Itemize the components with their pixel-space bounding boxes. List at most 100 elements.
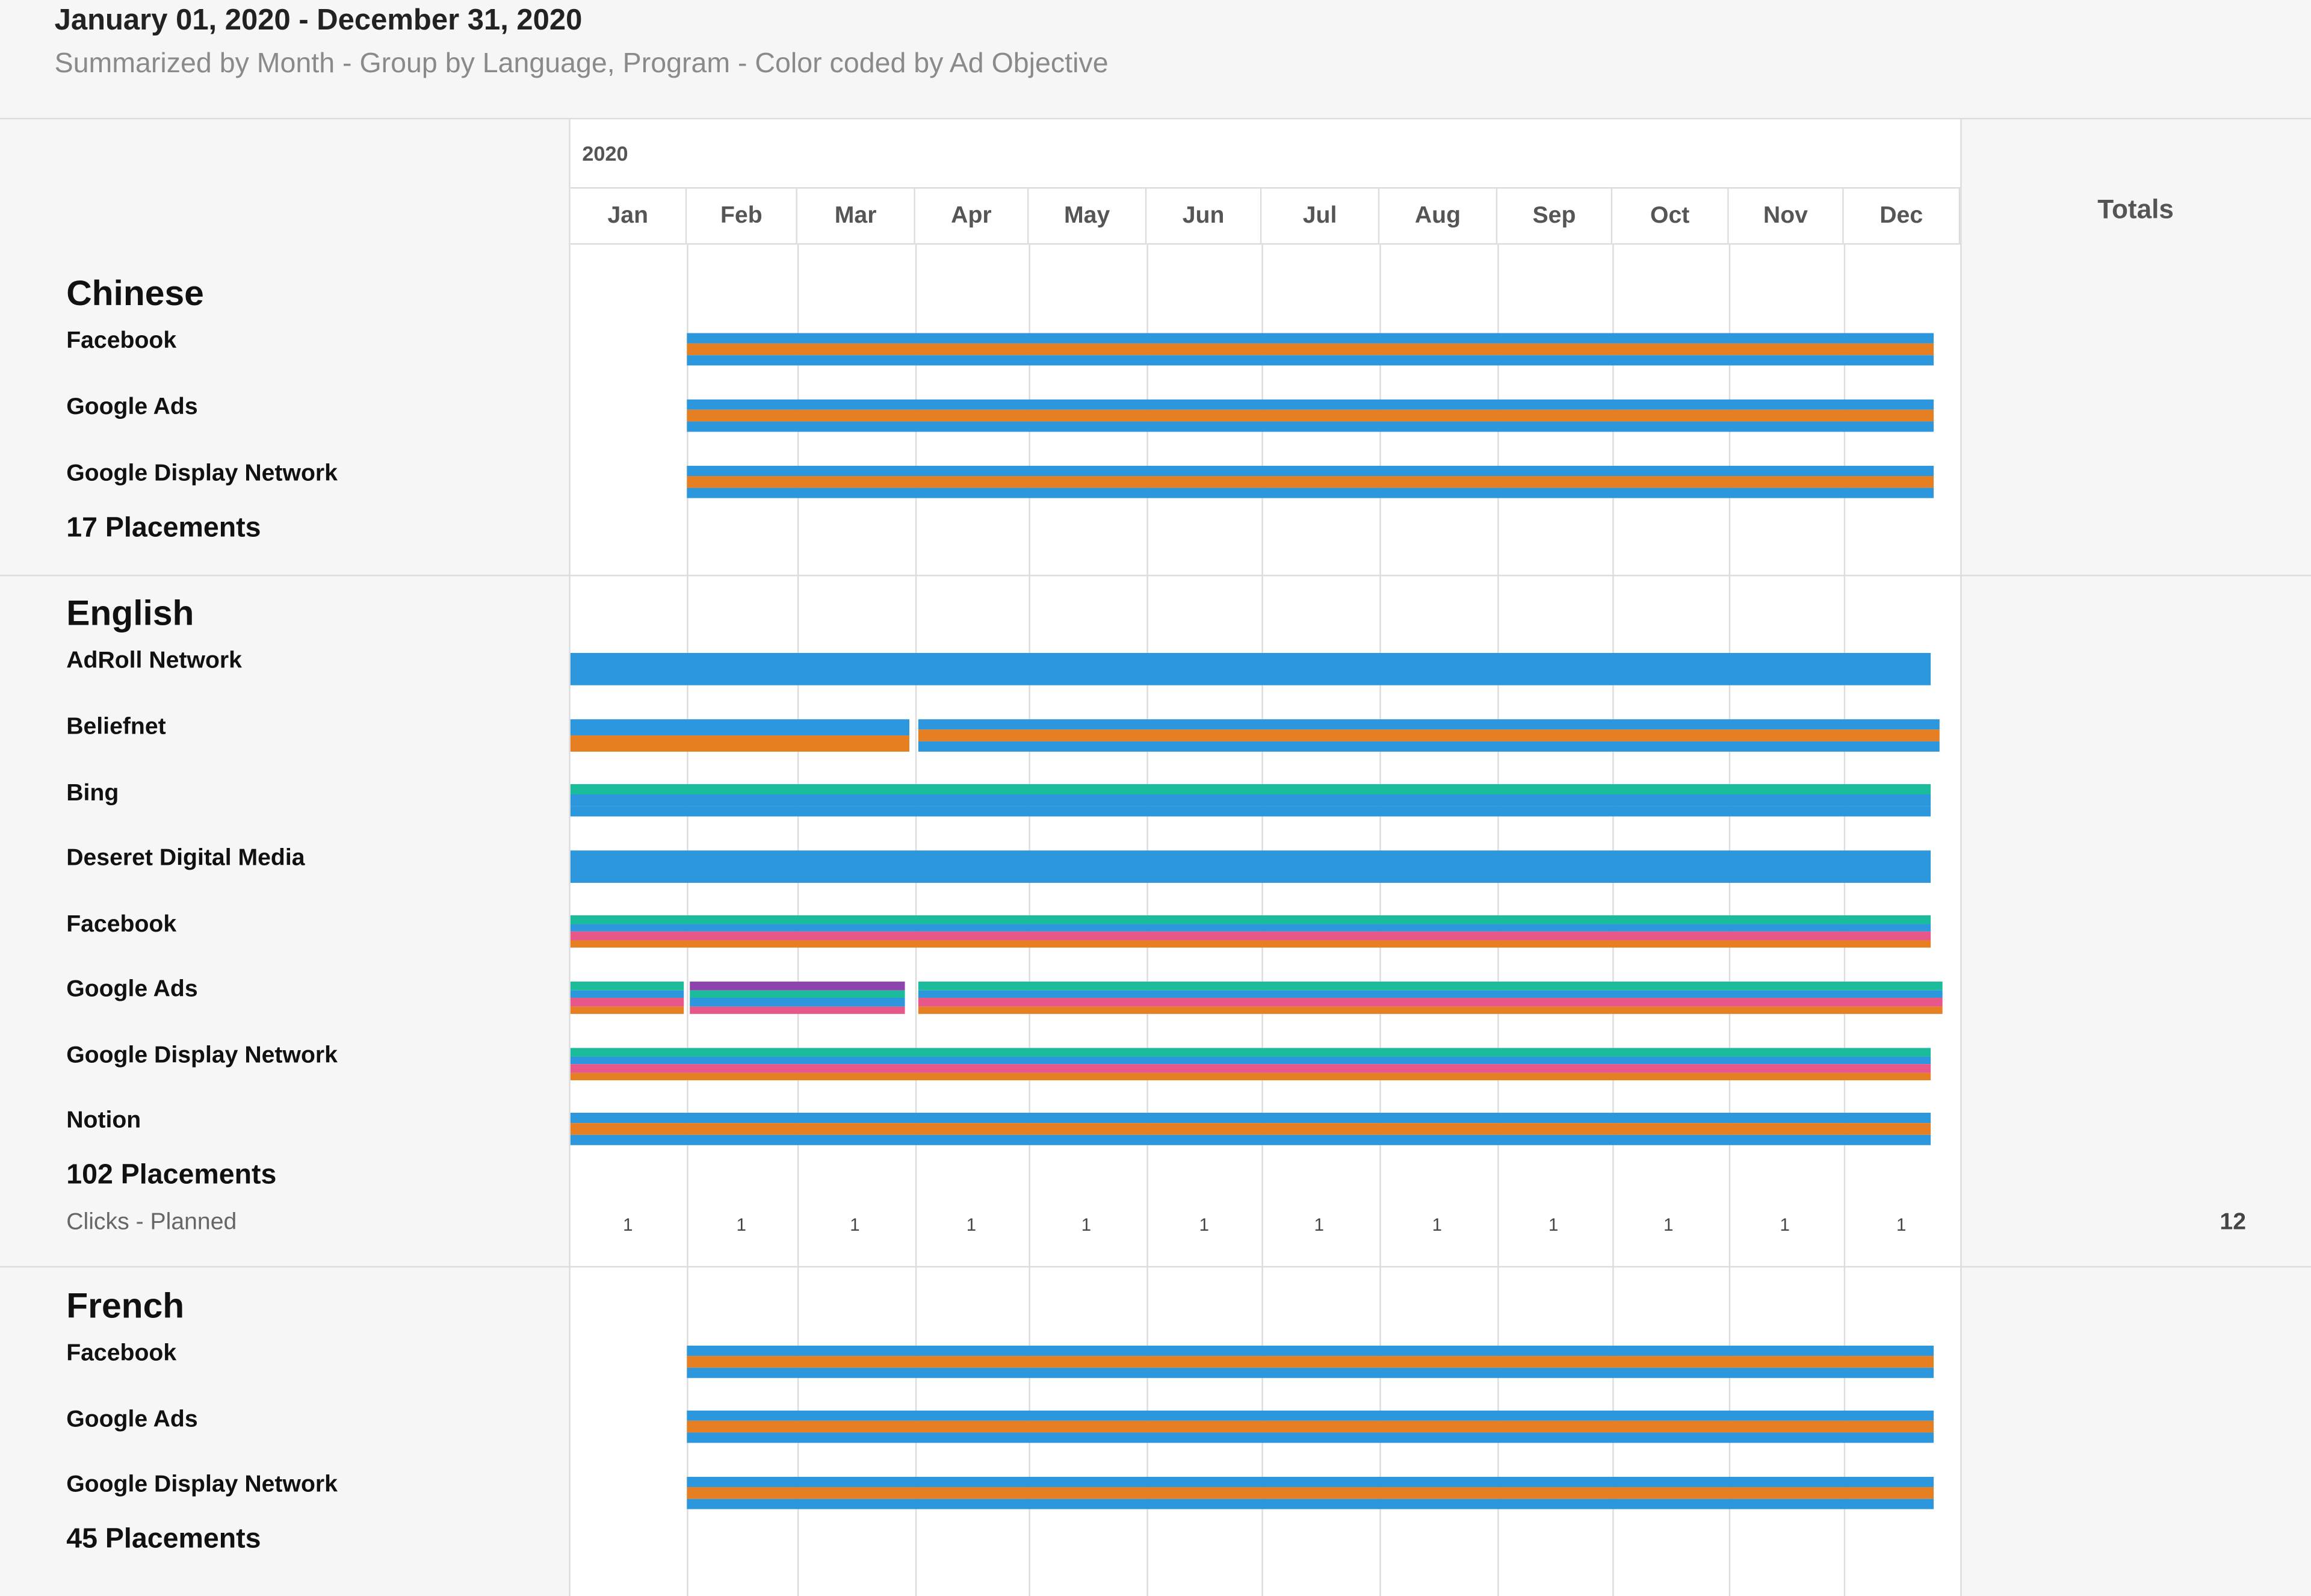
month-label: Jul bbox=[1302, 203, 1337, 229]
bar-stripe bbox=[570, 982, 685, 990]
bar-stripe bbox=[917, 997, 1943, 1006]
date-range-title: January 01, 2020 - December 31, 2020 bbox=[54, 4, 583, 37]
placements-count: 45 Placements bbox=[66, 1524, 261, 1555]
timeline-bar[interactable] bbox=[690, 982, 905, 1014]
bar-stripe bbox=[570, 794, 1931, 806]
bar-stripe bbox=[690, 982, 905, 990]
bar-stripe bbox=[570, 1112, 1931, 1124]
bar-stripe bbox=[917, 989, 1943, 998]
report-subtitle: Summarized by Month - Group by Language,… bbox=[54, 48, 1109, 80]
bar-stripe bbox=[570, 915, 1931, 924]
month-label: May bbox=[1064, 203, 1110, 229]
program-label[interactable]: Google Display Network bbox=[66, 1472, 338, 1498]
bar-stripe bbox=[917, 719, 1940, 731]
totals-header: Totals bbox=[2097, 194, 2174, 224]
bar-stripe bbox=[570, 1123, 1931, 1134]
metric-value: 1 bbox=[966, 1214, 977, 1236]
month-label: Feb bbox=[720, 203, 763, 229]
month-header-jul: Jul bbox=[1261, 188, 1380, 245]
timeline-bar[interactable] bbox=[570, 784, 1931, 817]
timeline-bar[interactable] bbox=[570, 719, 910, 752]
metric-value: 1 bbox=[850, 1214, 860, 1236]
month-label: Dec bbox=[1879, 203, 1923, 229]
month-label: Jun bbox=[1182, 203, 1225, 229]
month-header-dec: Dec bbox=[1843, 188, 1961, 245]
timeline-bar[interactable] bbox=[687, 465, 1934, 498]
bar-stripe bbox=[570, 805, 1931, 817]
program-label[interactable]: Google Ads bbox=[66, 977, 198, 1003]
bar-stripe bbox=[687, 1421, 1934, 1432]
bar-stripe bbox=[917, 730, 1940, 741]
program-label[interactable]: Facebook bbox=[66, 1341, 177, 1367]
bar-stripe bbox=[687, 410, 1934, 421]
bar-stripe bbox=[690, 1006, 905, 1014]
timeline-bar[interactable] bbox=[570, 915, 1931, 948]
timeline-bar[interactable] bbox=[570, 982, 685, 1014]
bar-stripe bbox=[570, 931, 1931, 940]
timeline-bar[interactable] bbox=[570, 1112, 1931, 1145]
month-header-nov: Nov bbox=[1728, 188, 1844, 245]
program-label[interactable]: Google Display Network bbox=[66, 461, 338, 487]
program-label[interactable]: AdRoll Network bbox=[66, 648, 242, 674]
timeline-bar[interactable] bbox=[687, 1345, 1934, 1378]
bar-stripe bbox=[687, 421, 1934, 432]
group-title-french[interactable]: French bbox=[66, 1286, 185, 1327]
bar-stripe bbox=[687, 354, 1934, 366]
program-label[interactable]: Deseret Digital Media bbox=[66, 846, 305, 871]
program-label[interactable]: Beliefnet bbox=[66, 714, 166, 740]
month-header-oct: Oct bbox=[1612, 188, 1729, 245]
bar-stripe bbox=[687, 476, 1934, 487]
metric-value: 1 bbox=[1663, 1214, 1674, 1236]
timeline-bar[interactable] bbox=[570, 1048, 1931, 1081]
timeline-bar[interactable] bbox=[570, 652, 1931, 685]
bar-stripe bbox=[570, 1064, 1931, 1072]
month-header-jun: Jun bbox=[1146, 188, 1262, 245]
metric-value: 1 bbox=[1548, 1214, 1559, 1236]
bar-stripe bbox=[687, 1367, 1934, 1378]
bar-stripe bbox=[687, 1476, 1934, 1488]
group-divider bbox=[0, 1266, 2311, 1268]
program-label[interactable]: Google Ads bbox=[66, 395, 198, 420]
group-divider bbox=[0, 575, 2311, 577]
timeline-bar[interactable] bbox=[687, 1410, 1934, 1443]
bar-stripe bbox=[690, 997, 905, 1006]
month-header-aug: Aug bbox=[1379, 188, 1498, 245]
timeline-bar[interactable] bbox=[687, 1476, 1934, 1509]
timeline-bar[interactable] bbox=[917, 719, 1940, 752]
month-label: Mar bbox=[834, 203, 877, 229]
program-label[interactable]: Google Ads bbox=[66, 1407, 198, 1433]
bar-stripe bbox=[570, 923, 1931, 932]
bar-stripe bbox=[687, 1432, 1934, 1443]
month-label: Aug bbox=[1414, 203, 1461, 229]
metric-value: 1 bbox=[1081, 1214, 1092, 1236]
metric-value: 1 bbox=[1896, 1214, 1907, 1236]
totals-column bbox=[1960, 119, 2311, 1596]
bar-stripe bbox=[570, 997, 685, 1006]
bar-stripe bbox=[570, 784, 1931, 795]
group-title-english[interactable]: English bbox=[66, 593, 194, 634]
timeline-bar[interactable] bbox=[687, 399, 1934, 432]
month-header-apr: Apr bbox=[915, 188, 1029, 245]
month-header-may: May bbox=[1029, 188, 1147, 245]
bar-stripe bbox=[690, 989, 905, 998]
group-title-chinese[interactable]: Chinese bbox=[66, 274, 204, 314]
month-header-sep: Sep bbox=[1497, 188, 1613, 245]
program-label[interactable]: Google Display Network bbox=[66, 1043, 338, 1069]
program-label[interactable]: Notion bbox=[66, 1108, 141, 1134]
timeline-bar[interactable] bbox=[917, 982, 1943, 1014]
bar-stripe bbox=[570, 735, 910, 752]
bar-stripe bbox=[570, 850, 1931, 883]
bar-stripe bbox=[687, 487, 1934, 498]
metric-label: Clicks - Planned bbox=[66, 1210, 237, 1236]
program-label[interactable]: Facebook bbox=[66, 329, 177, 354]
month-label: Oct bbox=[1650, 203, 1690, 229]
timeline-bar[interactable] bbox=[570, 850, 1931, 883]
program-label[interactable]: Bing bbox=[66, 781, 119, 806]
bar-stripe bbox=[570, 1134, 1931, 1145]
metric-value: 1 bbox=[1314, 1214, 1325, 1236]
metric-value: 1 bbox=[1780, 1214, 1790, 1236]
timeline-bar[interactable] bbox=[687, 333, 1934, 366]
program-label[interactable]: Facebook bbox=[66, 912, 177, 938]
bar-stripe bbox=[570, 989, 685, 998]
